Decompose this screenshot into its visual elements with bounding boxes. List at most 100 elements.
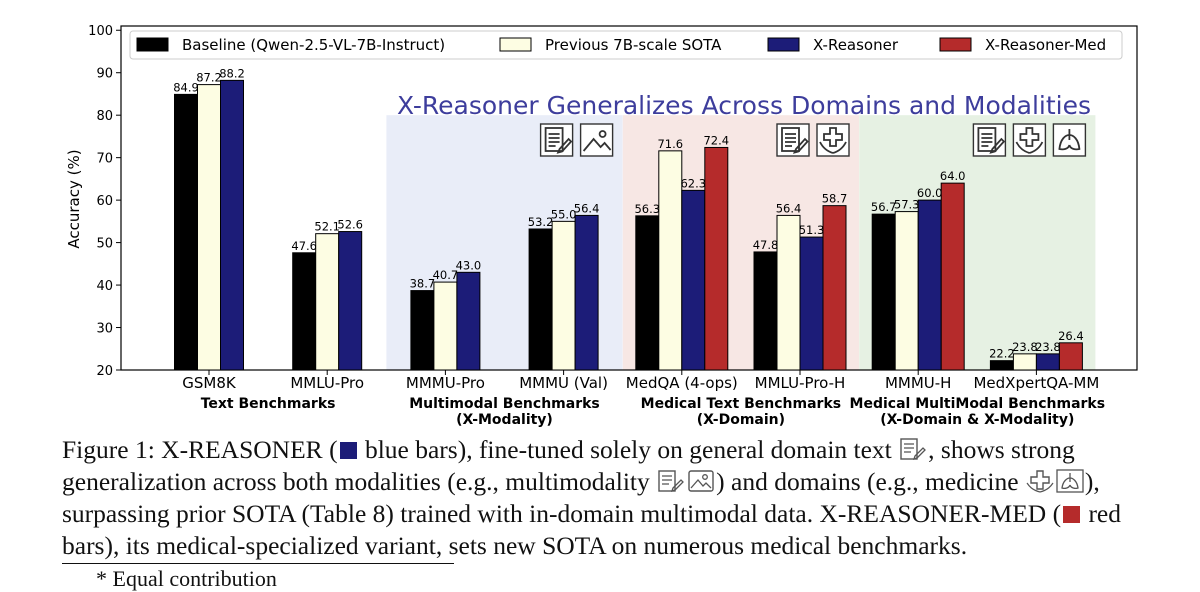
bar <box>940 182 965 371</box>
x-tick-label: MMMU-Pro <box>406 374 485 392</box>
bar <box>315 233 340 371</box>
figure-label: Figure 1: <box>62 435 162 464</box>
legend-swatch <box>767 37 800 52</box>
bar <box>681 189 706 371</box>
bar-value-label: 72.4 <box>703 133 729 147</box>
chart-title: X-Reasoner Generalizes Across Domains an… <box>397 91 1091 120</box>
y-tick-label: 70 <box>96 152 113 167</box>
y-tick-label: 40 <box>96 279 113 294</box>
bar-value-label: 55.0 <box>551 207 577 221</box>
bar <box>551 220 576 371</box>
bar <box>292 252 317 371</box>
legend-label: Previous 7B-scale SOTA <box>545 36 722 54</box>
caption-med-model-name: X-REASONER-MED <box>819 499 1047 528</box>
lungs-icon <box>1052 123 1087 157</box>
bar-value-label: 87.2 <box>196 71 222 85</box>
bar <box>1035 353 1060 371</box>
bar-value-label: 71.6 <box>657 137 683 151</box>
bar <box>894 211 919 371</box>
bars: 84.987.288.2 47.6 52.152.6 38.740.743.0 53.2… <box>173 66 1084 371</box>
bar <box>338 231 363 371</box>
bar <box>433 281 458 371</box>
group-labels: Text Benchmarks Multimodal Benchmarks(X-M… <box>201 396 1105 428</box>
bar <box>220 79 244 371</box>
bar-value-label: 26.4 <box>1058 329 1084 343</box>
legend-item: Previous 7B-scale SOTA <box>499 36 722 54</box>
bar <box>776 214 801 371</box>
x-axis: GSM8K MMLU-Pro MMMU-Pro MMMU (Val) MedQA (4-… <box>182 370 1099 392</box>
legend-swatch <box>136 37 169 52</box>
group-sublabel: (X-Domain & X-Modality) <box>880 412 1074 428</box>
bar <box>704 146 729 371</box>
blue-square-icon <box>339 442 357 459</box>
bar <box>871 213 896 371</box>
bar <box>197 84 221 371</box>
medical-cross-icon <box>1012 123 1047 157</box>
footnote-rule <box>62 563 454 564</box>
y-tick-label: 50 <box>96 237 113 252</box>
bar <box>574 214 599 371</box>
group-label: Medical Text Benchmarks <box>641 396 841 412</box>
bar-value-label: 47.8 <box>753 238 779 252</box>
x-tick-label: MedQA (4-ops) <box>626 374 738 392</box>
red-square-icon <box>1063 506 1081 523</box>
bar-value-label: 58.7 <box>822 192 848 206</box>
group-sublabel: (X-Modality) <box>456 412 553 428</box>
text-doc-icon <box>658 470 685 493</box>
legend-swatch <box>499 37 532 52</box>
medical-cross-icon <box>1026 470 1054 493</box>
footnote: * Equal contribution <box>96 566 277 591</box>
bar <box>989 360 1014 371</box>
bar-value-label: 60.0 <box>917 186 943 200</box>
y-axis: 20 30 40 50 60 70 80 90 100 <box>88 24 121 379</box>
bar-value-label: 56.7 <box>871 200 897 214</box>
bar <box>410 290 435 371</box>
x-tick-label: MMLU-Pro-H <box>755 374 846 392</box>
legend: Baseline (Qwen-2.5-VL-7B-Instruct) Previo… <box>129 30 1123 60</box>
y-tick-label: 60 <box>96 194 113 209</box>
y-tick-label: 100 <box>88 24 113 39</box>
bar <box>456 271 481 371</box>
bar-value-label: 53.2 <box>528 215 554 229</box>
text-doc-icon <box>972 123 1007 157</box>
legend-item: X-Reasoner <box>767 36 899 54</box>
legend-label: X-Reasoner <box>813 36 899 54</box>
x-tick-label: MedXpertQA-MM <box>973 374 1099 392</box>
medical-cross-icon <box>816 123 850 157</box>
group-sublabel: (X-Domain) <box>697 412 785 428</box>
bar <box>1058 342 1083 371</box>
legend-item: Baseline (Qwen-2.5-VL-7B-Instruct) <box>136 36 445 54</box>
figure-caption: Figure 1: X-REASONER ( blue bars), fine-… <box>62 435 1121 560</box>
image-icon <box>688 470 714 492</box>
bar-value-label: 52.6 <box>337 218 363 232</box>
bar <box>528 228 553 371</box>
bar-value-label: 23.8 <box>1035 340 1061 354</box>
bar <box>799 236 824 371</box>
text-doc-icon <box>539 123 574 157</box>
bar-value-label: 40.7 <box>433 268 459 282</box>
group-label: Medical MultiModal Benchmarks <box>850 396 1106 412</box>
x-tick-label: MMLU-Pro <box>290 374 364 392</box>
text-doc-icon <box>900 438 927 461</box>
bar-value-label: 64.0 <box>940 169 966 183</box>
bar-value-label: 56.4 <box>776 201 802 215</box>
text-doc-icon <box>776 123 810 157</box>
lungs-icon <box>1056 469 1084 493</box>
bar <box>635 215 660 371</box>
bar <box>174 93 198 371</box>
legend-box <box>129 30 1123 60</box>
plot-frame <box>120 25 1138 371</box>
bar-value-label: 23.8 <box>1012 340 1038 354</box>
legend-swatch <box>939 37 972 52</box>
y-tick-label: 80 <box>96 109 113 124</box>
legend-item: X-Reasoner-Med <box>939 36 1106 54</box>
image-icon <box>579 123 614 157</box>
bar-value-label: 52.1 <box>314 220 340 234</box>
group-icons <box>539 123 1087 157</box>
bar <box>658 150 683 371</box>
bar-value-label: 43.0 <box>456 258 482 272</box>
bar-chart: 20 30 40 50 60 70 80 90 100 Accuracy (%) 84.987.… <box>65 24 1138 428</box>
x-tick-label: GSM8K <box>182 374 237 392</box>
y-tick-label: 90 <box>96 67 113 82</box>
bar-value-label: 84.9 <box>173 80 199 94</box>
